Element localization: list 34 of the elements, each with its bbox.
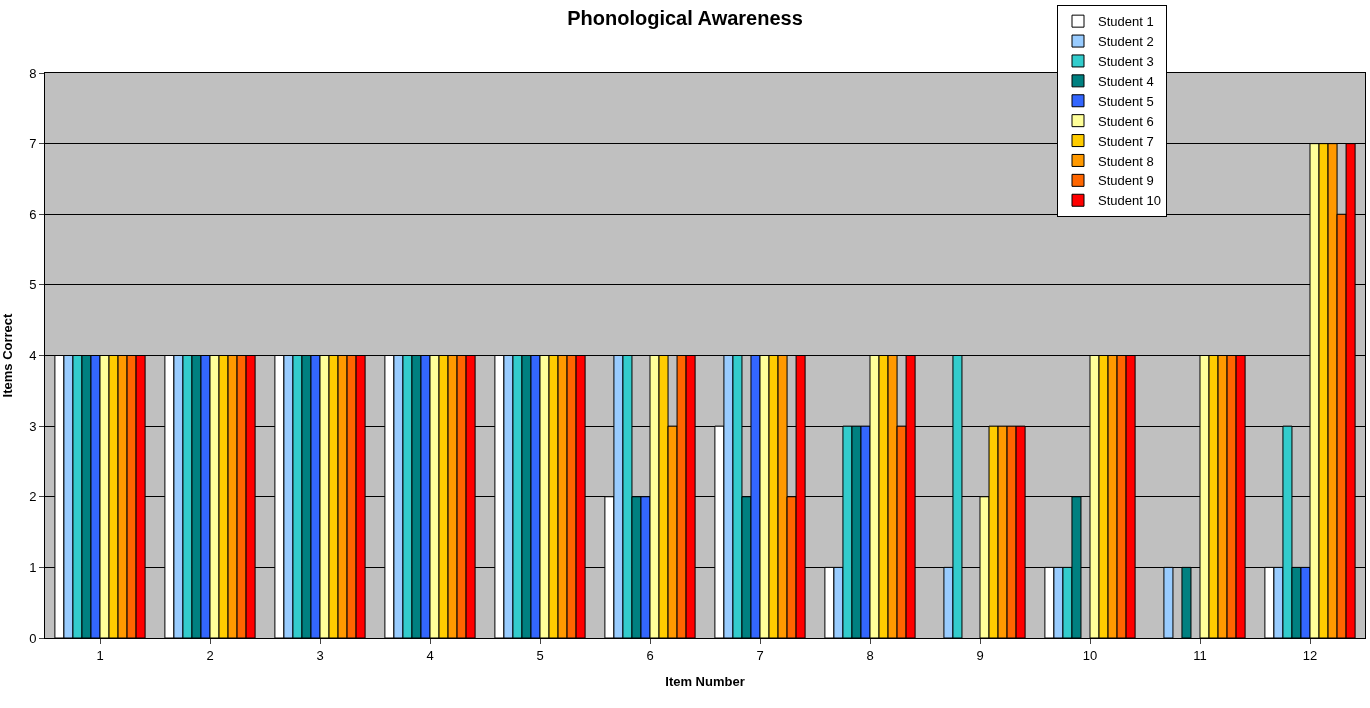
legend-label: Student 3 (1098, 54, 1154, 70)
x-tick-label: 3 (316, 647, 324, 663)
y-tick-label: 7 (29, 136, 37, 152)
x-tick-label: 1 (96, 647, 104, 663)
x-tick-label: 7 (756, 647, 764, 663)
legend-label: Student 4 (1098, 73, 1154, 89)
x-tick-label: 5 (536, 647, 544, 663)
x-tick-label: 9 (976, 647, 984, 663)
legend-label: Student 9 (1098, 173, 1154, 189)
chart-title: Phonological Awareness (567, 6, 803, 29)
y-tick-label: 1 (29, 559, 37, 575)
y-tick-label: 8 (29, 65, 37, 81)
legend-label: Student 10 (1098, 193, 1161, 209)
legend-label: Student 1 (1098, 14, 1154, 30)
y-tick-label: 6 (29, 206, 37, 222)
x-tick-label: 10 (1082, 647, 1098, 663)
legend-label: Student 6 (1098, 113, 1154, 129)
x-tick-label: 6 (646, 647, 654, 663)
y-tick-label: 0 (29, 630, 37, 646)
legend-label: Student 5 (1098, 93, 1154, 109)
y-tick-label: 3 (29, 418, 37, 434)
legend-label: Student 7 (1098, 133, 1154, 149)
y-tick-label: 2 (29, 489, 37, 505)
x-tick-label: 4 (426, 647, 434, 663)
legend-label: Student 2 (1098, 34, 1154, 50)
x-tick-label: 12 (1302, 647, 1318, 663)
y-tick-label: 5 (29, 277, 37, 293)
y-tick-label: 4 (29, 348, 37, 364)
x-tick-label: 2 (206, 647, 214, 663)
x-tick-label: 8 (866, 647, 874, 663)
x-tick-label: 11 (1193, 647, 1207, 663)
y-axis-title: Items Correct (0, 312, 15, 398)
x-axis-title: Item Number (665, 674, 745, 690)
legend-label: Student 8 (1098, 153, 1154, 169)
